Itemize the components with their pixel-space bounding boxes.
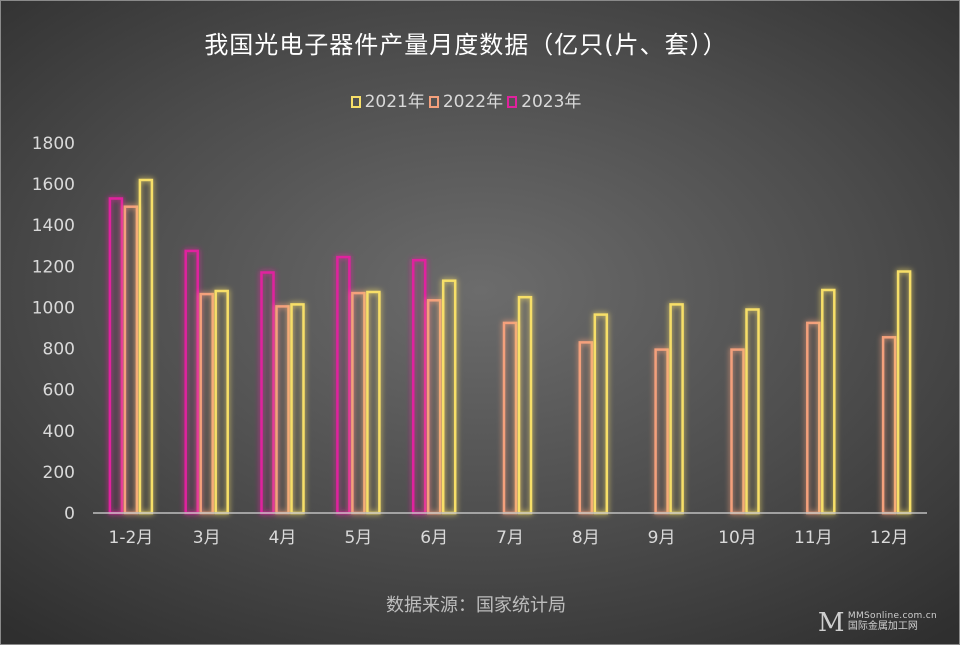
bar-2022年	[730, 348, 745, 515]
x-tick-label: 1-2月	[109, 528, 154, 548]
legend-swatch	[428, 96, 439, 108]
x-tick-label: 8月	[572, 528, 600, 548]
x-tick-label: 10月	[718, 528, 757, 548]
y-tick-label: 200	[43, 463, 75, 483]
bar-2021年	[214, 289, 229, 515]
bar-2022年	[502, 321, 518, 515]
legend-label: 2023年	[521, 92, 582, 112]
bar-2023年	[184, 249, 199, 515]
bar-2022年	[806, 321, 821, 515]
y-tick-label: 1200	[32, 257, 75, 277]
bar-2022年	[351, 291, 366, 515]
bar-2023年	[336, 255, 351, 515]
y-axis: 0 200 400 600 800 1000 1200 1400 1600 1800	[32, 134, 75, 524]
legend-label: 2021年	[364, 92, 425, 112]
y-tick-label: 800	[43, 340, 75, 360]
x-tick-label: 5月	[344, 528, 372, 548]
y-tick-label: 400	[43, 422, 75, 442]
bar-2021年	[896, 270, 912, 515]
bar-2021年	[821, 288, 836, 515]
source-note: 数据来源：国家统计局	[386, 595, 566, 616]
x-tick-label: 12月	[870, 528, 909, 548]
bar-2021年	[593, 313, 609, 515]
y-tick-label: 600	[43, 381, 75, 401]
bar-group	[108, 178, 912, 515]
y-tick-label: 1000	[32, 298, 75, 318]
y-tick-label: 1600	[32, 175, 75, 195]
y-tick-label: 0	[64, 504, 75, 524]
watermark-url: MMSonline.com.cn	[847, 611, 937, 621]
watermark: M MMSonline.com.cn 国际金属加工网	[818, 610, 937, 636]
x-axis: 1-2月 3月 4月 5月 6月 7月 8月 9月 10月 11月 12月	[109, 528, 909, 548]
x-tick-label: 4月	[269, 528, 297, 548]
legend-swatch	[507, 96, 518, 108]
bar-2023年	[260, 271, 275, 515]
y-tick-label: 1800	[32, 134, 75, 154]
legend-item: 2021年	[350, 87, 425, 112]
x-tick-label: 9月	[648, 528, 676, 548]
x-tick-label: 7月	[496, 528, 524, 548]
bar-2021年	[138, 178, 154, 515]
bar-2023年	[411, 258, 427, 515]
watermark-name: 国际金属加工网	[847, 621, 918, 632]
bar-2021年	[669, 303, 684, 515]
bar-2022年	[199, 292, 214, 515]
legend-item: 2023年	[507, 87, 581, 112]
x-tick-label: 11月	[794, 528, 833, 548]
bar-2021年	[745, 308, 760, 515]
bar-2022年	[426, 299, 442, 515]
bar-2021年	[441, 279, 457, 515]
legend-item: 2022年	[428, 87, 504, 112]
x-tick-label: 6月	[420, 528, 448, 548]
bar-2022年	[123, 205, 139, 515]
legend-swatch	[350, 96, 361, 108]
chart-legend: 2021年 2022年 2023年	[1, 87, 931, 112]
bar-2021年	[290, 303, 305, 515]
bar-2021年	[366, 290, 381, 515]
bar-2022年	[881, 336, 897, 515]
bar-2022年	[578, 341, 594, 515]
chart-title: 我国光电子器件产量月度数据（亿只(片、套））	[204, 31, 728, 59]
x-tick-label: 3月	[193, 528, 221, 548]
bar-2022年	[275, 305, 290, 515]
bar-2021年	[517, 295, 533, 515]
bar-2022年	[654, 348, 669, 515]
legend-label: 2022年	[442, 92, 504, 112]
y-tick-label: 1400	[32, 216, 75, 236]
bar-2023年	[108, 197, 124, 515]
watermark-logo: M	[817, 608, 845, 638]
